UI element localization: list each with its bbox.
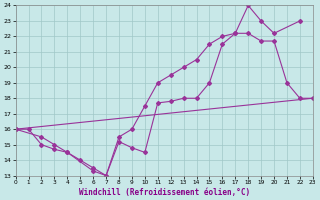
X-axis label: Windchill (Refroidissement éolien,°C): Windchill (Refroidissement éolien,°C) [79,188,250,197]
